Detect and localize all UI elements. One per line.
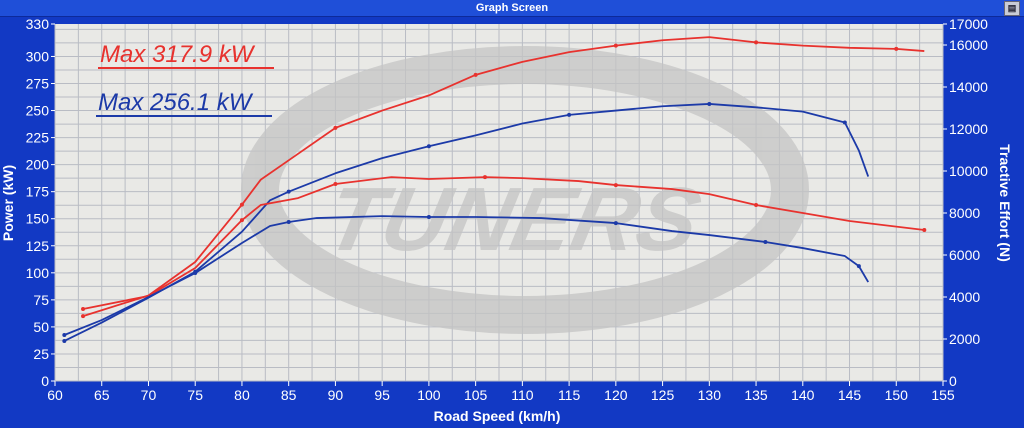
x-tick-label: 110 [511,387,534,403]
series-line-power-red [82,36,925,317]
grid [54,24,944,382]
data-point [613,183,618,188]
data-point [286,189,291,194]
axes: 60 65 70 75 80 85 90 95 100 105 110 115 120 125 130 135… [26,16,989,403]
series-line-tractive-effort-blue [64,215,869,336]
data-point [842,120,847,125]
data-point [286,220,291,225]
data-point [239,202,244,207]
data-point [707,101,712,106]
x-tick-label: 145 [838,387,862,403]
x-tick-label: 135 [744,387,768,403]
y-tick-label: 25 [33,346,49,362]
y2-tick-label: 17000 [949,16,988,32]
y2-tick-label: 4000 [949,289,980,305]
legend-blue-label: Max 256.1 kW [98,89,254,116]
x-tick-label: 115 [558,387,581,403]
y-tick-label: 150 [26,211,50,227]
y-tick-label: 75 [33,292,49,308]
x-tick-label: 100 [417,387,441,403]
data-point [613,221,618,226]
window-title-bar: Graph Screen ▤ [0,0,1024,17]
y2-axis-label: Tractive Effort (N) [997,144,1013,261]
series-line-power-blue [63,103,870,342]
watermark-logo: TUNERS [241,46,809,334]
legend: Max 317.9 kW Max 256.1 kW [96,41,274,117]
x-tick-label: 80 [234,387,250,403]
x-tick-label: 155 [931,387,955,403]
window-menu-icon[interactable]: ▤ [1004,1,1020,16]
y2-tick-label: 2000 [949,331,980,347]
y-axis-label: Power (kW) [0,165,16,241]
window-title: Graph Screen [475,2,549,14]
series-layer [62,36,927,343]
x-tick-label: 90 [328,387,344,403]
data-point [81,306,86,311]
y2-tick-label: 0 [949,373,957,389]
data-point [426,214,431,219]
data-point [473,72,478,77]
data-point [81,314,86,319]
y-tick-label: 0 [41,373,49,389]
data-point [894,46,899,51]
y-tick-label: 300 [26,48,50,64]
data-point [922,228,927,233]
data-point [62,333,67,338]
data-point [239,218,244,223]
x-tick-label: 120 [604,387,628,403]
x-tick-label: 125 [651,387,675,403]
x-tick-label: 95 [374,387,390,403]
x-tick-label: 85 [281,387,297,403]
y-tick-label: 275 [26,76,50,92]
y2-tick-label: 10000 [949,163,988,179]
y2-tick-label: 6000 [949,247,980,263]
x-tick-label: 65 [94,387,110,403]
data-point [333,125,338,130]
data-point [613,43,618,48]
x-tick-label: 150 [885,387,909,403]
data-point [754,40,759,45]
y-tick-label: 175 [26,184,50,200]
x-tick-label: 70 [141,387,157,403]
y2-tick-label: 14000 [949,79,988,95]
x-tick-label: 105 [464,387,488,403]
x-tick-label: 130 [698,387,722,403]
watermark-text: TUNERS [318,170,709,270]
y-tick-label: 50 [33,319,49,335]
y2-tick-label: 12000 [949,121,988,137]
y-tick-label: 200 [26,157,50,173]
watermark-ring [241,46,809,334]
x-axis-label: Road Speed (km/h) [434,408,561,424]
y-tick-label: 225 [26,130,50,146]
x-tick-label: 140 [791,387,815,403]
legend-red-label: Max 317.9 kW [100,41,256,68]
x-tick-label: 75 [187,387,203,403]
data-point [482,175,487,180]
y2-tick-label: 16000 [949,37,988,53]
data-point [567,112,572,117]
y-tick-label: 330 [26,16,50,32]
x-tick-label: 60 [47,387,63,403]
y-tick-label: 100 [26,265,50,281]
y2-tick-label: 8000 [949,205,980,221]
y-tick-label: 250 [26,103,50,119]
data-point [763,239,768,244]
data-point [62,338,67,343]
data-point [333,182,338,187]
data-point [754,203,759,208]
data-point [426,144,431,149]
y-tick-label: 125 [26,238,50,254]
data-point [193,271,198,276]
data-point [856,264,861,269]
